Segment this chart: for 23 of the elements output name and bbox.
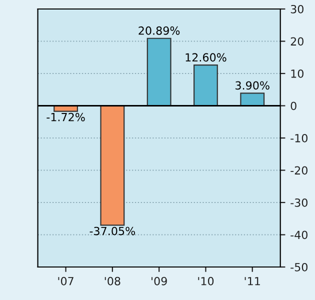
x-tick-label: '09 [152, 276, 167, 286]
bar [100, 105, 125, 226]
bar [240, 92, 265, 106]
y-tick-label: -10 [290, 134, 308, 142]
x-tick-label: '10 [198, 276, 214, 286]
y-tick-label: -20 [290, 166, 308, 175]
y-tick-label: -50 [290, 262, 308, 272]
data-label: -37.05% [90, 226, 136, 236]
data-label: 20.89% [138, 26, 180, 35]
x-tick-label: '07 [58, 276, 74, 286]
y-tick-label: 20 [290, 37, 304, 46]
y-tick-label: -30 [290, 198, 308, 207]
bar [194, 64, 218, 106]
data-label: -1.72% [46, 112, 85, 122]
x-tick-label: '11 [244, 277, 260, 286]
data-label: 3.90% [236, 81, 270, 90]
data-label: 12.60% [186, 53, 226, 62]
bar [146, 38, 172, 106]
y-tick-label: 10 [291, 69, 304, 78]
y-tick-label: 0 [290, 102, 296, 110]
y-tick-label: -40 [290, 230, 308, 240]
y-tick-label: 30 [290, 4, 304, 14]
x-tick-label: '08 [104, 276, 120, 286]
